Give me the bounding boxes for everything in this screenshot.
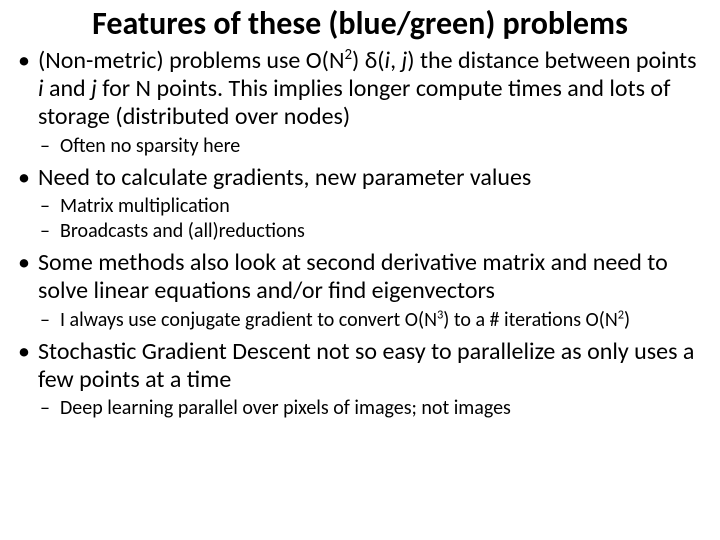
text-run: for N points. This implies longer comput… xyxy=(38,74,670,131)
sub-bullet-list: Often no sparsity here xyxy=(16,134,704,158)
bullet-level2: Often no sparsity here xyxy=(16,134,704,158)
text-run: Some methods also look at second derivat… xyxy=(38,248,668,305)
bullet-level1: Stochastic Gradient Descent not so easy … xyxy=(16,338,704,395)
text-run: ) the distance between points xyxy=(407,46,696,75)
text-run: and xyxy=(44,74,92,103)
bullet-level1: (Non-metric) problems use O(N2) δ(i, j) … xyxy=(16,47,704,132)
text-run: ) xyxy=(624,308,630,332)
text-run: Broadcasts and (all)reductions xyxy=(60,219,305,243)
bullet-level2: Deep learning parallel over pixels of im… xyxy=(16,396,704,420)
bullet-list: (Non-metric) problems use O(N2) δ(i, j) … xyxy=(16,47,704,421)
bullet-level2: Matrix multiplication xyxy=(16,194,704,218)
sub-bullet-list: I always use conjugate gradient to conve… xyxy=(16,308,704,332)
text-run: ) δ( xyxy=(352,46,385,75)
text-run: Matrix multiplication xyxy=(60,194,230,218)
text-run: Stochastic Gradient Descent not so easy … xyxy=(38,337,694,394)
text-run: Deep learning parallel over pixels of im… xyxy=(60,396,511,420)
text-run: I always use conjugate gradient to conve… xyxy=(60,308,437,332)
text-run: ) to a # iterations O(N xyxy=(443,308,617,332)
text-run: Need to calculate gradients, new paramet… xyxy=(38,163,531,192)
text-run: Often no sparsity here xyxy=(60,134,240,158)
slide-title: Features of these (blue/green) problems xyxy=(16,6,704,43)
slide: Features of these (blue/green) problems … xyxy=(0,0,720,540)
bullet-level1: Need to calculate gradients, new paramet… xyxy=(16,164,704,192)
sub-bullet-list: Deep learning parallel over pixels of im… xyxy=(16,396,704,420)
superscript-text: 2 xyxy=(344,45,352,63)
text-run: (Non-metric) problems use O(N xyxy=(38,46,344,75)
text-run: , xyxy=(390,46,401,75)
bullet-level1: Some methods also look at second derivat… xyxy=(16,249,704,306)
bullet-level2: I always use conjugate gradient to conve… xyxy=(16,308,704,332)
sub-bullet-list: Matrix multiplicationBroadcasts and (all… xyxy=(16,194,704,243)
bullet-level2: Broadcasts and (all)reductions xyxy=(16,219,704,243)
